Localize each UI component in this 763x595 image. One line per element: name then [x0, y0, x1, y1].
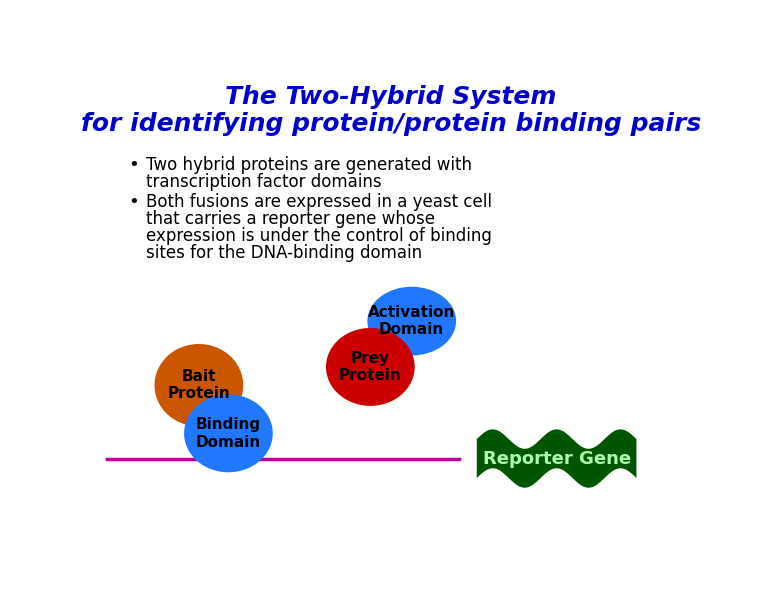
- Text: Both fusions are expressed in a yeast cell: Both fusions are expressed in a yeast ce…: [146, 193, 491, 211]
- Text: Prey
Protein: Prey Protein: [339, 350, 401, 383]
- Polygon shape: [477, 430, 636, 488]
- Text: Two hybrid proteins are generated with: Two hybrid proteins are generated with: [146, 156, 472, 174]
- Text: sites for the DNA-binding domain: sites for the DNA-binding domain: [146, 244, 422, 262]
- Ellipse shape: [154, 344, 243, 427]
- Ellipse shape: [368, 287, 456, 355]
- Ellipse shape: [326, 328, 415, 406]
- Text: for identifying protein/protein binding pairs: for identifying protein/protein binding …: [81, 112, 701, 136]
- Text: Reporter Gene: Reporter Gene: [482, 450, 631, 468]
- Text: •: •: [128, 156, 139, 174]
- Text: that carries a reporter gene whose: that carries a reporter gene whose: [146, 210, 435, 228]
- Text: •: •: [128, 193, 139, 211]
- Text: Binding
Domain: Binding Domain: [196, 417, 261, 450]
- Text: expression is under the control of binding: expression is under the control of bindi…: [146, 227, 491, 245]
- Text: Activation
Domain: Activation Domain: [368, 305, 456, 337]
- Text: The Two-Hybrid System: The Two-Hybrid System: [225, 84, 557, 109]
- Text: Bait
Protein: Bait Protein: [168, 369, 230, 402]
- Text: transcription factor domains: transcription factor domains: [146, 173, 382, 191]
- Ellipse shape: [184, 394, 273, 472]
